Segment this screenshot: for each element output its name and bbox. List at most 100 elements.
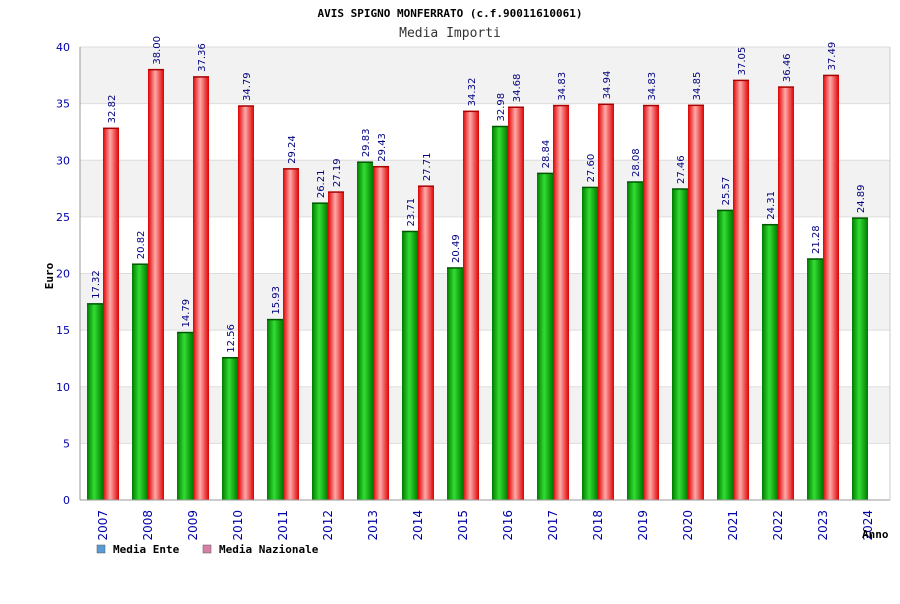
legend-label-media-ente: Media Ente (113, 543, 180, 556)
bar-media-ente (447, 267, 463, 500)
data-label: 27.60 (586, 154, 597, 183)
bar-media-nazionale (733, 80, 749, 500)
x-tick-label: 2007 (96, 510, 110, 541)
data-label: 37.49 (827, 42, 838, 71)
data-label: 37.05 (737, 47, 748, 76)
bars (87, 68, 868, 501)
data-label: 27.46 (676, 155, 687, 184)
data-label: 21.28 (811, 225, 822, 254)
bar-media-ente (807, 259, 823, 500)
data-label: 32.98 (496, 93, 507, 122)
data-label: 20.49 (451, 234, 462, 263)
bar-media-ente (132, 264, 148, 500)
data-label: 26.21 (316, 170, 327, 199)
bar-media-nazionale (823, 75, 839, 500)
data-label: 24.89 (856, 184, 867, 213)
legend-swatch-media-ente (96, 544, 106, 554)
data-label: 32.82 (107, 95, 118, 124)
data-label: 28.84 (541, 140, 552, 169)
data-label: 27.71 (422, 153, 433, 182)
legend: Media Ente Media Nazionale (96, 543, 319, 556)
data-label: 25.57 (721, 177, 732, 206)
bar-media-ente (87, 303, 103, 500)
grid-band (80, 273, 890, 331)
bar-media-nazionale (598, 104, 614, 500)
bar-media-nazionale (238, 106, 254, 501)
y-axis-label: Euro (43, 262, 56, 289)
data-label: 34.83 (557, 72, 568, 101)
grid-band (80, 386, 890, 444)
x-tick-label: 2010 (231, 510, 245, 541)
x-tick-label: 2008 (141, 510, 155, 541)
grid-band (80, 103, 890, 161)
bar-media-nazionale (328, 192, 344, 501)
data-label: 17.32 (91, 270, 102, 299)
bar-media-ente (177, 332, 193, 500)
x-axis-label: Anno (862, 528, 889, 541)
data-label: 34.79 (242, 72, 253, 101)
data-label: 15.93 (271, 286, 282, 315)
legend-swatch-media-nazionale (202, 544, 212, 554)
x-tick-label: 2011 (276, 510, 290, 541)
bar-media-ente (402, 231, 418, 500)
grid-band (80, 47, 890, 104)
data-label: 34.83 (647, 72, 658, 101)
data-label: 24.31 (766, 191, 777, 220)
x-tick-label: 2013 (366, 510, 380, 541)
bar-media-ente (762, 224, 778, 500)
y-tick-label: 30 (56, 154, 70, 167)
data-label: 20.82 (136, 231, 147, 260)
bar-media-ente (312, 203, 328, 500)
x-tick-label: 2023 (816, 510, 830, 541)
legend-label-media-nazionale: Media Nazionale (219, 543, 319, 556)
bar-media-ente (492, 126, 508, 501)
bar-media-ente (267, 319, 283, 500)
x-tick-label: 2016 (501, 510, 515, 541)
bar-media-nazionale (508, 107, 524, 501)
y-tick-label: 5 (63, 437, 70, 450)
bar-media-ente (852, 218, 868, 501)
y-tick-labels: 0 5 10 15 20 25 30 35 40 (56, 41, 70, 507)
bar-media-ente (582, 187, 598, 500)
x-tick-label: 2014 (411, 510, 425, 541)
bar-media-nazionale (193, 76, 209, 500)
bar-media-nazionale (553, 105, 569, 501)
bar-media-nazionale (373, 166, 389, 500)
x-tick-label: 2022 (771, 510, 785, 541)
bar-media-nazionale (418, 186, 434, 500)
grid-band (80, 443, 890, 500)
bar-media-ente (537, 173, 553, 500)
data-label: 34.85 (692, 72, 703, 101)
bar-media-ente (357, 162, 373, 501)
bar-media-ente (717, 210, 733, 501)
y-tick-label: 0 (63, 494, 70, 507)
data-label: 34.68 (512, 74, 523, 103)
bar-media-nazionale (283, 168, 299, 500)
bar-media-ente (627, 181, 643, 500)
data-label: 34.32 (467, 78, 478, 107)
x-tick-label: 2017 (546, 510, 560, 541)
data-label: 23.71 (406, 198, 417, 227)
bar-media-nazionale (103, 128, 119, 500)
y-tick-label: 15 (56, 324, 70, 337)
data-label: 29.43 (377, 133, 388, 162)
x-tick-label: 2024 (861, 510, 875, 541)
data-label: 38.00 (152, 36, 163, 65)
data-label: 27.19 (332, 158, 343, 187)
x-tick-label: 2012 (321, 510, 335, 541)
chart-title: AVIS SPIGNO MONFERRATO (c.f.90011610061) (318, 7, 583, 20)
grid-band (80, 160, 890, 217)
data-label: 14.79 (181, 299, 192, 328)
x-tick-label: 2020 (681, 510, 695, 541)
bar-media-nazionale (778, 87, 794, 500)
bar-media-nazionale (148, 69, 164, 501)
data-label: 29.24 (287, 135, 298, 164)
x-tick-label: 2021 (726, 510, 740, 541)
grid-band (80, 216, 890, 274)
x-tick-labels: 2007 2008 2009 2010 2011 2012 2013 2014 2015 2016… (96, 510, 875, 541)
bar-media-nazionale (688, 105, 704, 500)
grid-bands (80, 47, 890, 500)
y-tick-label: 35 (56, 98, 70, 111)
